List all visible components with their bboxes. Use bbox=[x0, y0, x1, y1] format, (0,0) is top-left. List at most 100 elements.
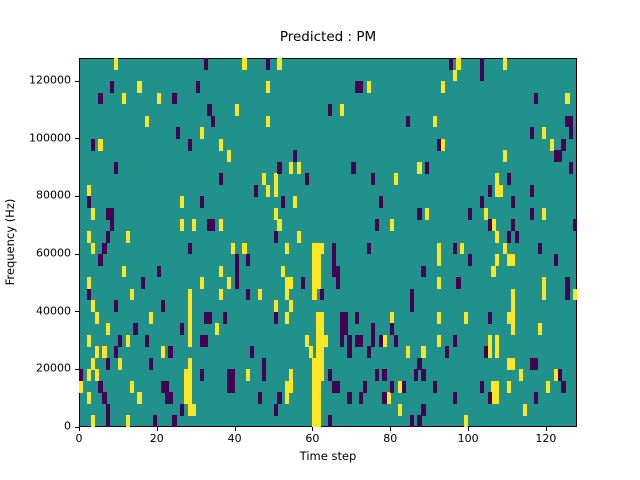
heatmap-cell bbox=[180, 196, 185, 209]
y-axis-tick bbox=[75, 195, 79, 197]
heatmap-cell bbox=[160, 300, 165, 312]
heatmap-cell bbox=[285, 311, 290, 324]
heatmap-cell bbox=[191, 403, 197, 416]
y-axis-tick bbox=[75, 80, 79, 82]
x-axis-label: Time step bbox=[299, 449, 357, 463]
heatmap-cell bbox=[86, 196, 91, 209]
heatmap-cell bbox=[308, 346, 313, 359]
heatmap-cell bbox=[296, 161, 302, 174]
heatmap-cell bbox=[211, 219, 216, 232]
heatmap-cell bbox=[409, 288, 414, 301]
heatmap-cell bbox=[401, 380, 407, 393]
heatmap-cell bbox=[117, 334, 123, 347]
heatmap-cell bbox=[464, 415, 469, 427]
heatmap-cell bbox=[530, 184, 535, 197]
heatmap-cell bbox=[436, 277, 442, 289]
heatmap-cell bbox=[331, 380, 337, 393]
heatmap-cell bbox=[312, 254, 317, 266]
y-tick-label: 80000 bbox=[36, 188, 71, 202]
heatmap-cell bbox=[339, 104, 344, 116]
heatmap-cell bbox=[495, 230, 500, 243]
heatmap-cell bbox=[296, 230, 302, 243]
heatmap-cell bbox=[106, 415, 111, 427]
heatmap-cell bbox=[211, 115, 216, 128]
heatmap-cell bbox=[90, 207, 95, 220]
heatmap-cell bbox=[94, 311, 99, 324]
heatmap-cell bbox=[386, 392, 391, 405]
heatmap-cell bbox=[506, 254, 512, 266]
x-tick-label: 80 bbox=[383, 432, 398, 445]
heatmap-cell bbox=[553, 254, 558, 266]
heatmap-cell bbox=[506, 380, 512, 393]
heatmap-cell bbox=[495, 346, 500, 359]
heatmap-cell bbox=[557, 150, 562, 163]
heatmap-cell bbox=[452, 69, 457, 82]
heatmap-cell bbox=[510, 311, 516, 324]
heatmap-cell bbox=[106, 357, 111, 370]
heatmap-cell bbox=[254, 184, 259, 197]
heatmap-cell bbox=[316, 346, 321, 359]
heatmap-cell bbox=[137, 392, 142, 405]
heatmap-cell bbox=[538, 242, 543, 255]
heatmap-cell bbox=[491, 265, 496, 278]
y-tick-label: 0 bbox=[64, 419, 71, 433]
heatmap-cell bbox=[355, 81, 360, 93]
heatmap-cell bbox=[495, 380, 500, 393]
heatmap-cell bbox=[86, 392, 91, 405]
heatmap-cell bbox=[312, 357, 317, 370]
heatmap-cell bbox=[320, 242, 325, 255]
heatmap-cell bbox=[331, 254, 337, 266]
heatmap-cell bbox=[234, 265, 239, 278]
heatmap-cell bbox=[351, 161, 356, 174]
heatmap-cell bbox=[114, 346, 119, 359]
heatmap-cell bbox=[495, 334, 500, 347]
heatmap-cell bbox=[316, 265, 321, 278]
heatmap-cell bbox=[363, 380, 368, 393]
y-tick-label: 100000 bbox=[29, 131, 71, 145]
heatmap-cell bbox=[510, 288, 516, 301]
heatmap-cell bbox=[281, 196, 286, 209]
heatmap-cell bbox=[117, 357, 123, 370]
heatmap-cell bbox=[479, 196, 484, 209]
heatmap-cell bbox=[487, 346, 492, 359]
heatmap-cell bbox=[285, 380, 290, 393]
heatmap-cell bbox=[180, 403, 185, 416]
plot-area bbox=[79, 58, 577, 427]
heatmap-cell bbox=[549, 138, 554, 151]
heatmap-cell bbox=[421, 369, 426, 382]
heatmap-cell bbox=[569, 115, 574, 128]
heatmap-cell bbox=[79, 369, 84, 382]
heatmap-cell bbox=[433, 380, 438, 393]
heatmap-cell bbox=[292, 196, 298, 209]
heatmap-cell bbox=[421, 346, 426, 359]
heatmap-cell bbox=[312, 242, 317, 255]
heatmap-cell bbox=[452, 392, 457, 405]
heatmap-cell bbox=[506, 357, 512, 370]
heatmap-cell bbox=[530, 357, 535, 370]
heatmap-cell bbox=[452, 334, 457, 347]
heatmap-cell bbox=[312, 277, 317, 289]
heatmap-cell bbox=[468, 207, 473, 220]
heatmap-cell bbox=[479, 380, 484, 393]
heatmap-cell bbox=[246, 369, 251, 382]
heatmap-cell bbox=[152, 415, 158, 427]
heatmap-cell bbox=[281, 265, 286, 278]
heatmap-cell bbox=[328, 415, 333, 427]
heatmap-cell bbox=[320, 311, 325, 324]
chart-title: Predicted : PM bbox=[279, 29, 377, 45]
heatmap-cell bbox=[246, 254, 251, 266]
heatmap-cell bbox=[226, 277, 232, 289]
heatmap-cell bbox=[324, 334, 329, 347]
heatmap-cell bbox=[335, 277, 340, 289]
heatmap-cell bbox=[86, 230, 91, 243]
heatmap-cell bbox=[316, 392, 321, 405]
heatmap-cell bbox=[98, 138, 103, 151]
heatmap-cell bbox=[561, 380, 566, 393]
heatmap-cell bbox=[522, 403, 527, 416]
heatmap-cell bbox=[110, 219, 115, 232]
heatmap-cell bbox=[102, 346, 107, 359]
heatmap-cell bbox=[230, 380, 235, 393]
heatmap-cell bbox=[98, 92, 103, 105]
heatmap-cell bbox=[265, 184, 270, 197]
